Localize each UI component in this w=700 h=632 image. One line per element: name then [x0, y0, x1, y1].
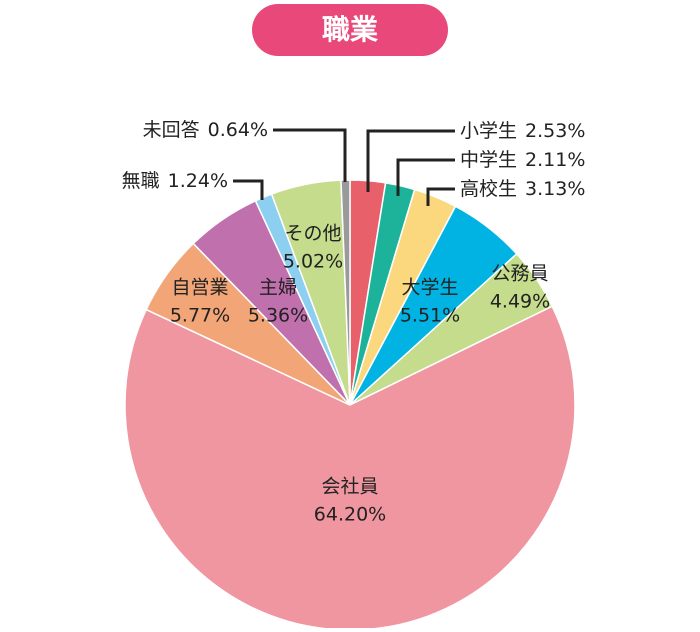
slice-label: 未回答 0.64% [143, 119, 268, 141]
value-label: 2.11% [525, 149, 585, 171]
slice-label: 中学生 2.11% [460, 149, 585, 171]
category-label: 自営業 [171, 277, 228, 299]
slice-label: 無職 1.24% [122, 170, 228, 192]
slice-label: 小学生 2.53% [460, 120, 585, 142]
value-label: 0.64% [208, 119, 268, 141]
value-label: 2.53% [525, 120, 585, 142]
category-label: 高校生 [460, 178, 517, 200]
category-label: 主婦 [259, 277, 297, 299]
leader-line [396, 158, 455, 196]
value-label: 1.24% [168, 170, 228, 192]
leader-line [233, 179, 264, 200]
category-label: 中学生 [460, 149, 517, 171]
category-label: 会社員 [321, 476, 378, 498]
value-label: 5.51% [400, 305, 460, 327]
category-label: その他 [284, 223, 341, 245]
category-label: 無職 [122, 170, 160, 192]
value-label: 64.20% [314, 504, 386, 526]
leader-line [426, 187, 455, 206]
chart-title: 職業 [322, 13, 378, 46]
category-label: 公務員 [491, 263, 548, 285]
value-label: 5.77% [170, 305, 230, 327]
category-label: 未回答 [143, 119, 200, 141]
leader-line [273, 128, 347, 182]
category-label: 小学生 [460, 120, 517, 142]
leader-line [366, 129, 455, 192]
value-label: 5.36% [248, 305, 308, 327]
category-label: 大学生 [401, 277, 458, 299]
title-pill [252, 4, 448, 56]
value-label: 3.13% [525, 178, 585, 200]
value-label: 5.02% [283, 251, 343, 273]
value-label: 4.49% [490, 291, 550, 313]
slice-label: 高校生 3.13% [460, 178, 585, 200]
